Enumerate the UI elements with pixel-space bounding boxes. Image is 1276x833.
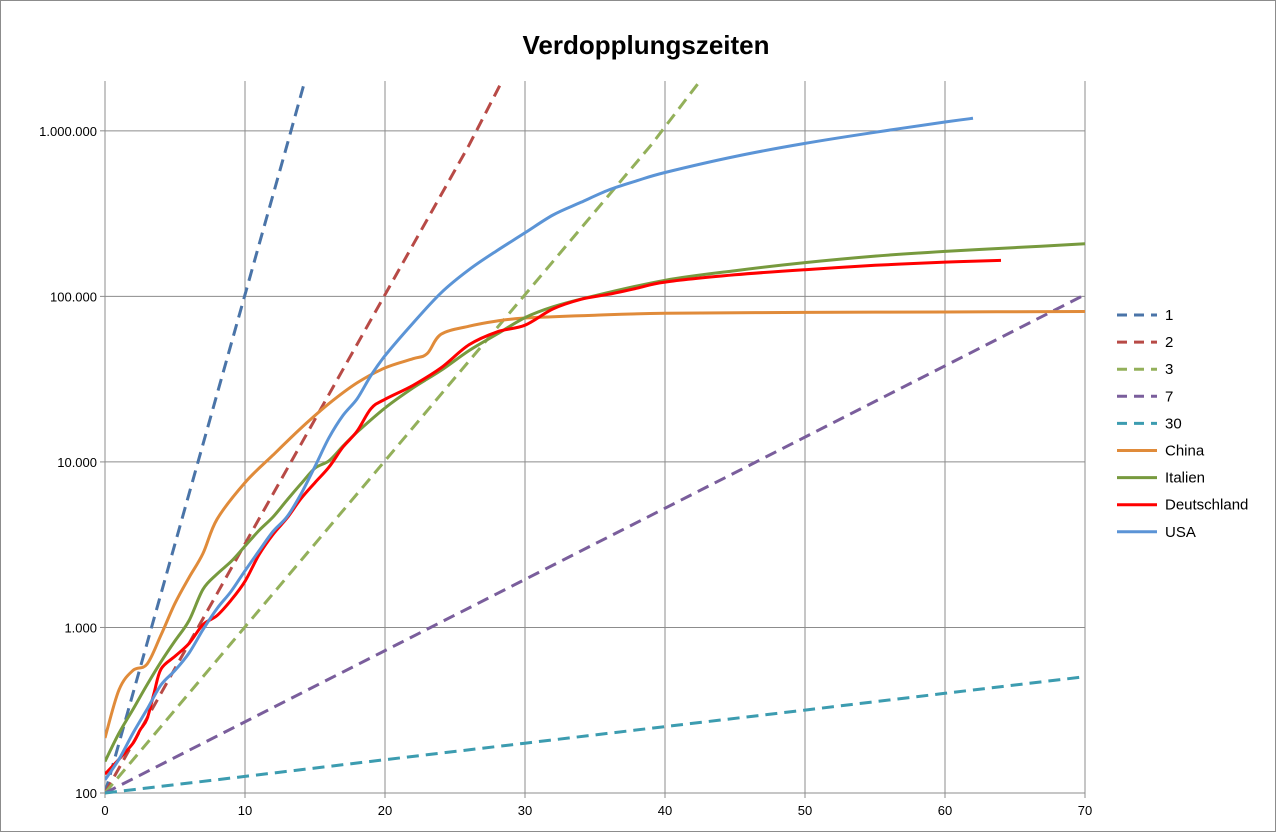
- series-line-30: [105, 675, 1086, 795]
- grid-layer: [104, 81, 1086, 794]
- legend-label-italien: Italien: [1165, 470, 1205, 487]
- chart-title: Verdopplungszeiten: [522, 30, 769, 60]
- x-tick-label: 30: [518, 803, 532, 818]
- y-tick-label: 1.000: [64, 620, 97, 635]
- series-line-7: [105, 293, 1086, 795]
- legend-label-2: 2: [1165, 334, 1173, 351]
- x-tick-label: 10: [238, 803, 252, 818]
- y-tick-label: 100: [75, 786, 97, 801]
- series-line-2: [105, 82, 503, 794]
- x-tick-label: 50: [798, 803, 812, 818]
- legend-label-deutschland: Deutschland: [1165, 497, 1248, 514]
- legend: 1 2 3 7 30 China Italien Deutschland USA: [1117, 307, 1248, 541]
- series-line-deutschland: [105, 258, 1002, 776]
- legend-label-1: 1: [1165, 307, 1173, 324]
- series-line-italien: [105, 242, 1086, 763]
- y-tick-label: 100.000: [50, 289, 97, 304]
- x-tick-label: 70: [1078, 803, 1092, 818]
- series-line-usa: [105, 116, 974, 781]
- series-line-1: [105, 84, 306, 794]
- legend-label-china: China: [1165, 443, 1205, 460]
- x-tick-label: 0: [101, 803, 108, 818]
- axis-layer: 0 10 20 30 40 50 60 70 100 1.000 10.000 100.000 1.00…: [39, 81, 1092, 818]
- x-tick-label: 20: [378, 803, 392, 818]
- x-tick-label: 40: [658, 803, 672, 818]
- legend-label-7: 7: [1165, 388, 1173, 405]
- legend-label-usa: USA: [1165, 524, 1196, 541]
- series-line-china: [105, 310, 1086, 739]
- y-tick-label: 1.000.000: [39, 124, 97, 139]
- x-tick-label: 60: [938, 803, 952, 818]
- legend-label-30: 30: [1165, 415, 1182, 432]
- series-layer: [105, 80, 1086, 795]
- y-tick-label: 10.000: [57, 455, 97, 470]
- series-line-3: [105, 80, 702, 794]
- legend-label-3: 3: [1165, 361, 1173, 378]
